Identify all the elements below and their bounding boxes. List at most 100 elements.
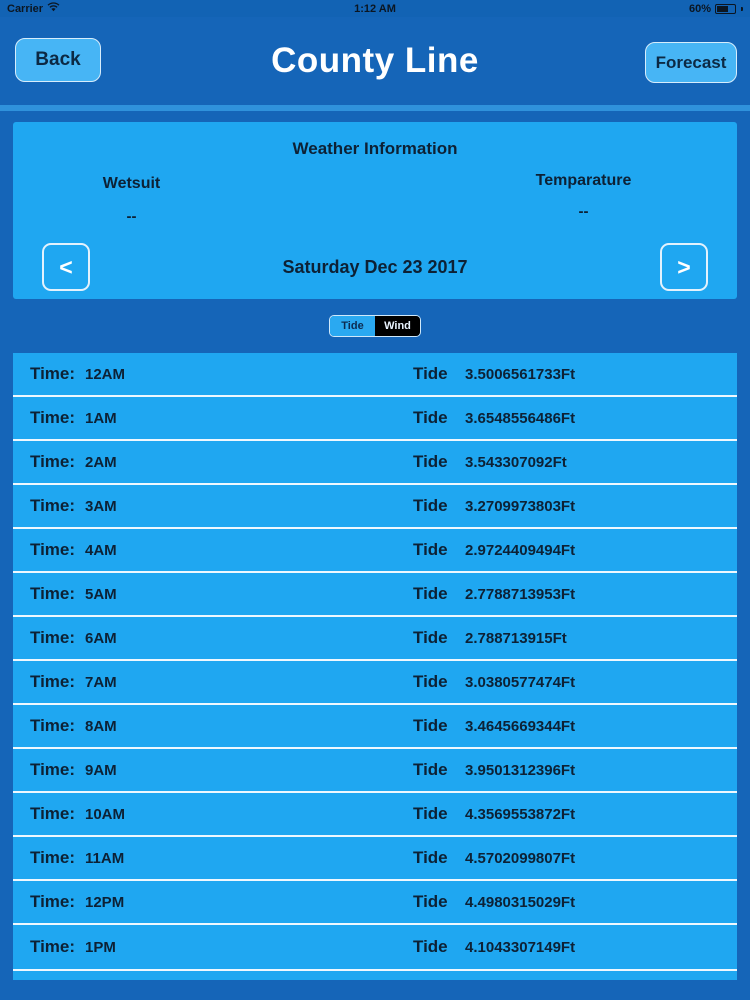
- table-row: Time: 9AM Tide 3.9501312396Ft: [13, 749, 737, 793]
- temperature-value: --: [578, 203, 589, 220]
- tide-label: Tide: [413, 408, 448, 427]
- back-button[interactable]: Back: [15, 38, 101, 82]
- tide-label: Tide: [413, 848, 448, 867]
- tide-value: 2.9724409494Ft: [465, 541, 576, 559]
- tide-value: 3.4645669344Ft: [465, 717, 576, 735]
- battery-nub: [741, 6, 743, 11]
- tide-label: Tide: [413, 628, 448, 647]
- segment-wind[interactable]: Wind: [375, 316, 420, 336]
- tide-label: Tide: [413, 892, 448, 911]
- table-row: Time: 12AM Tide 3.5006561733Ft: [13, 353, 737, 397]
- battery-icon: [715, 3, 736, 14]
- table-row: Time: 5AM Tide 2.7788713953Ft: [13, 573, 737, 617]
- tide-value: 2.788713915Ft: [465, 629, 567, 647]
- nav-bar: Back County Line Forecast: [0, 17, 750, 105]
- table-row: Time: 12PM Tide 4.4980315029Ft: [13, 881, 737, 925]
- tide-value: 4.4980315029Ft: [465, 893, 576, 911]
- time-label: Time:: [30, 408, 76, 427]
- date-label: Saturday Dec 23 2017: [282, 257, 468, 277]
- tide-value: 3.0380577474Ft: [465, 673, 576, 691]
- tide-label: Tide: [413, 672, 448, 691]
- time-value: 10AM: [85, 805, 126, 823]
- time-label: Time:: [30, 937, 76, 956]
- wetsuit-value: --: [126, 208, 137, 225]
- clock: 1:12 AM: [354, 2, 396, 15]
- carrier-label: Carrier: [7, 2, 44, 15]
- time-label: Time:: [30, 716, 76, 735]
- time-value: 3AM: [85, 497, 117, 515]
- tide-value: 2.7788713953Ft: [465, 585, 576, 603]
- time-label: Time:: [30, 496, 76, 515]
- time-value: 9AM: [85, 761, 117, 779]
- tide-label: Tide: [413, 760, 448, 779]
- time-label: Time:: [30, 452, 76, 471]
- chevron-right-icon: >: [677, 253, 691, 280]
- segment-wrap: Tide Wind: [0, 299, 750, 353]
- previous-day-button[interactable]: <: [42, 243, 90, 291]
- tide-wind-segmented-control: Tide Wind: [329, 315, 421, 337]
- time-value: 12PM: [85, 893, 125, 911]
- time-label: Time:: [30, 364, 76, 383]
- time-label: Time:: [30, 804, 76, 823]
- tide-label: Tide: [413, 364, 448, 383]
- table-row: Time: 7AM Tide 3.0380577474Ft: [13, 661, 737, 705]
- time-value: 12AM: [85, 365, 126, 383]
- tide-list[interactable]: Time: 12AM Tide 3.5006561733Ft Time: 1AM…: [13, 353, 737, 969]
- time-value: 7AM: [85, 673, 117, 691]
- time-value: 6AM: [85, 629, 117, 647]
- tide-value: 3.543307092Ft: [465, 453, 567, 471]
- table-row: Time: 6AM Tide 2.788713915Ft: [13, 617, 737, 661]
- table-row: Time: 2AM Tide 3.543307092Ft: [13, 441, 737, 485]
- chevron-left-icon: <: [59, 253, 73, 280]
- segment-tide[interactable]: Tide: [330, 316, 375, 336]
- time-label: Time:: [30, 848, 76, 867]
- nav-divider: [0, 105, 750, 111]
- time-label: Time:: [30, 584, 76, 603]
- table-row: Time: 1PM Tide 4.1043307149Ft: [13, 925, 737, 969]
- time-label: Time:: [30, 540, 76, 559]
- table-row: Time: 10AM Tide 4.3569553872Ft: [13, 793, 737, 837]
- battery-percent: 60%: [688, 2, 711, 15]
- time-value: 1AM: [85, 409, 117, 427]
- temperature-label: Temparature: [535, 172, 632, 189]
- time-value: 1PM: [85, 938, 116, 956]
- next-day-button[interactable]: >: [660, 243, 708, 291]
- tide-label: Tide: [413, 584, 448, 603]
- tide-value: 4.5702099807Ft: [465, 849, 576, 867]
- tide-label: Tide: [413, 716, 448, 735]
- time-value: 4AM: [85, 541, 117, 559]
- tide-value: 3.9501312396Ft: [465, 761, 576, 779]
- forecast-button[interactable]: Forecast: [645, 42, 737, 83]
- table-row: Time: 1AM Tide 3.6548556486Ft: [13, 397, 737, 441]
- weather-panel: Weather Information Wetsuit -- Temparatu…: [13, 122, 737, 299]
- tide-value: 3.6548556486Ft: [465, 409, 576, 427]
- table-row: Time: 11AM Tide 4.5702099807Ft: [13, 837, 737, 881]
- page-title: County Line: [271, 41, 479, 80]
- tide-value: 3.5006561733Ft: [465, 365, 576, 383]
- tide-label: Tide: [413, 540, 448, 559]
- tide-value: 3.2709973803Ft: [465, 497, 576, 515]
- time-value: 11AM: [85, 849, 125, 867]
- tide-label: Tide: [413, 496, 448, 515]
- wifi-icon: [47, 2, 60, 15]
- time-label: Time:: [30, 672, 76, 691]
- wetsuit-label: Wetsuit: [102, 175, 161, 192]
- table-row: Time: 8AM Tide 3.4645669344Ft: [13, 705, 737, 749]
- table-row: Time: 3AM Tide 3.2709973803Ft: [13, 485, 737, 529]
- tide-value: 4.1043307149Ft: [465, 938, 576, 956]
- tide-value: 4.3569553872Ft: [465, 805, 576, 823]
- table-row: Time: 4AM Tide 2.9724409494Ft: [13, 529, 737, 573]
- time-label: Time:: [30, 628, 76, 647]
- time-value: 5AM: [85, 585, 117, 603]
- time-label: Time:: [30, 760, 76, 779]
- partial-next-row: [13, 969, 737, 980]
- time-value: 8AM: [85, 717, 117, 735]
- weather-title: Weather Information: [292, 139, 458, 158]
- tide-label: Tide: [413, 452, 448, 471]
- tide-label: Tide: [413, 937, 448, 956]
- time-value: 2AM: [85, 453, 117, 471]
- time-label: Time:: [30, 892, 76, 911]
- tide-label: Tide: [413, 804, 448, 823]
- gap-strip: [0, 111, 750, 122]
- status-bar: Carrier 1:12 AM 60%: [0, 0, 750, 17]
